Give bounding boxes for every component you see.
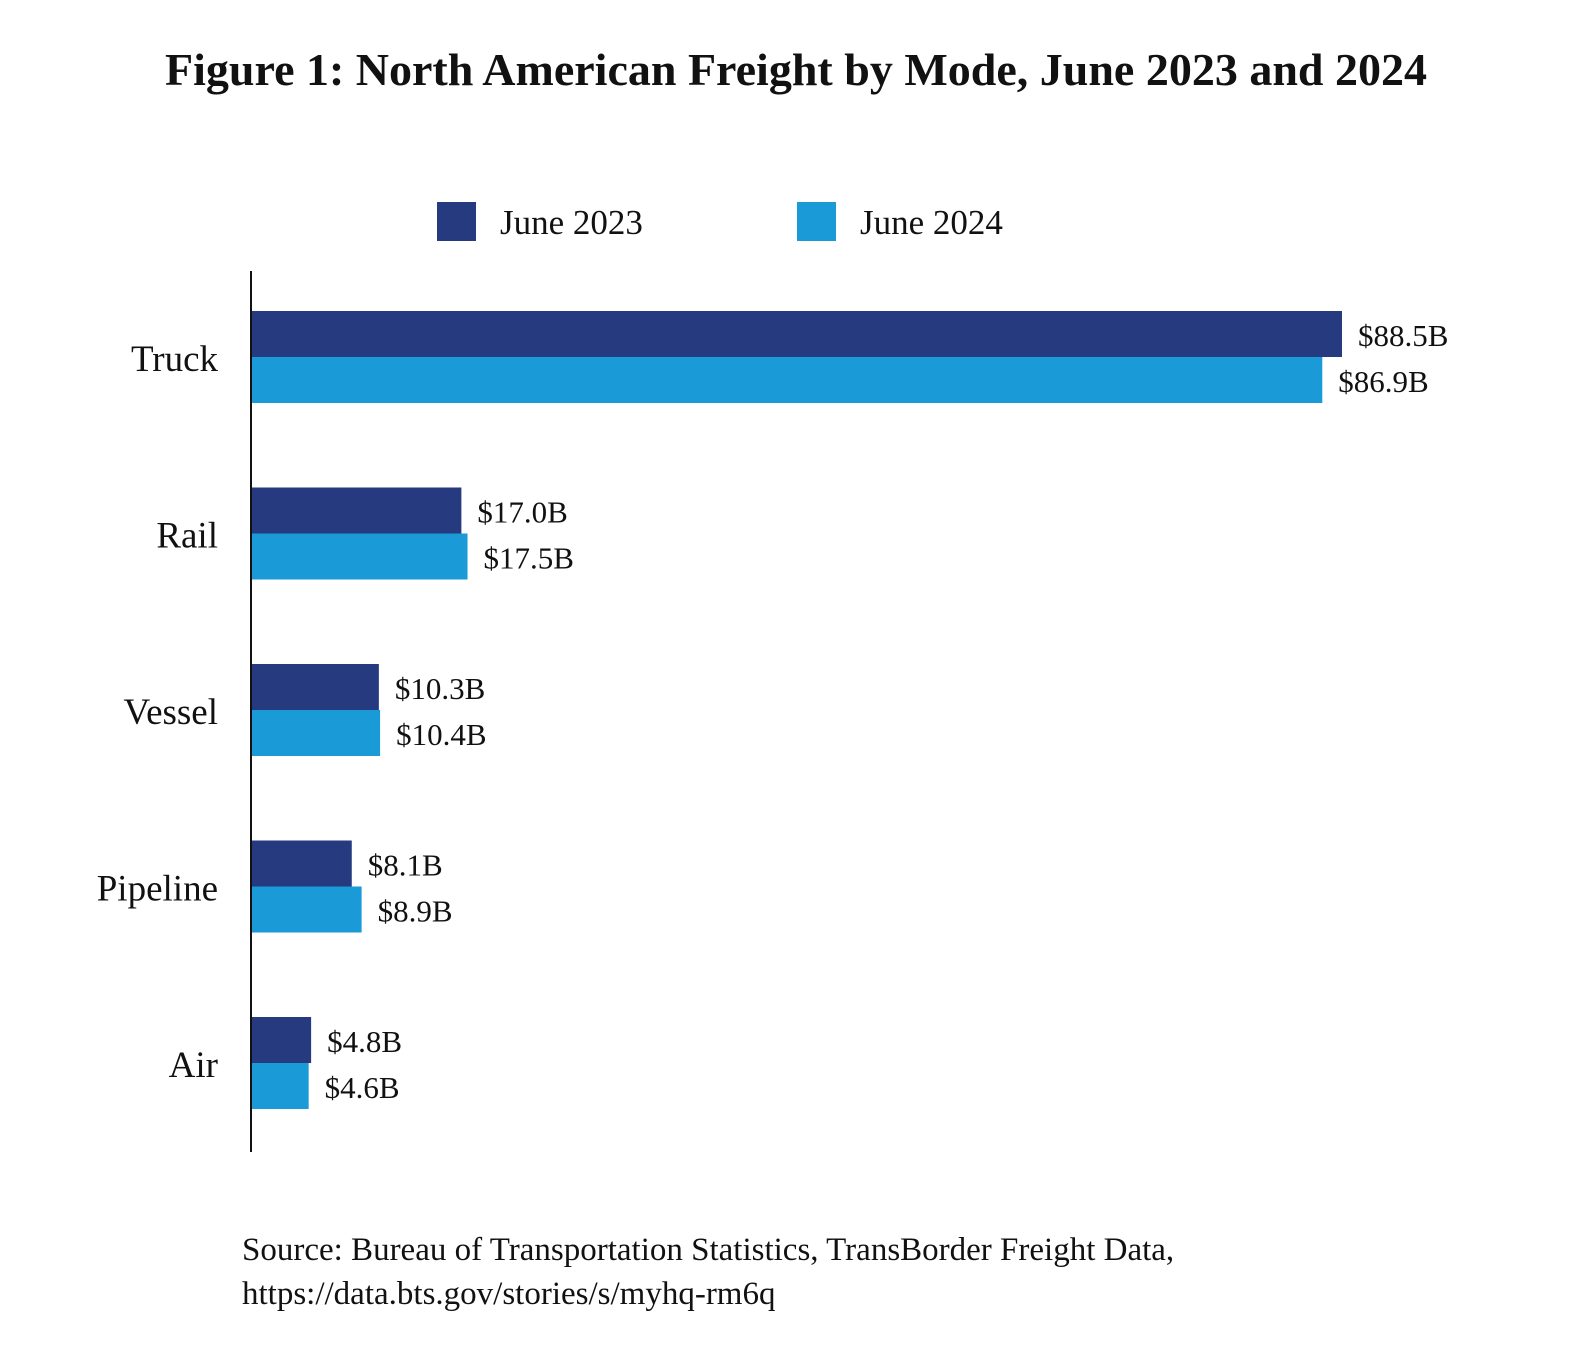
value-label-rail-june-2024: $17.5B: [484, 541, 574, 576]
value-label-pipeline-june-2023: $8.1B: [368, 848, 443, 883]
chart-title: Figure 1: North American Freight by Mode…: [165, 44, 1427, 95]
bars-group: [252, 311, 1342, 1109]
value-label-rail-june-2023: $17.0B: [477, 495, 567, 530]
source-url: https://data.bts.gov/stories/s/myhq-rm6q: [242, 1276, 776, 1312]
source-text: Source: Bureau of Transportation Statist…: [242, 1232, 1175, 1268]
source-note: Source: Bureau of Transportation Statist…: [242, 1228, 1174, 1316]
value-label-pipeline-june-2024: $8.9B: [378, 894, 453, 929]
bar-rail-june-2024: [252, 533, 468, 580]
category-labels: Truck Rail Vessel Pipeline Air: [97, 339, 219, 1086]
bar-rail-june-2023: [252, 487, 462, 534]
legend-swatch-june-2023: [437, 202, 476, 241]
legend: June 2023 June 2024: [437, 202, 1003, 242]
legend-label-june-2024: June 2024: [860, 203, 1003, 242]
value-label-vessel-june-2024: $10.4B: [396, 717, 486, 752]
category-label-air: Air: [169, 1045, 218, 1086]
legend-label-june-2023: June 2023: [500, 203, 643, 242]
bar-truck-june-2024: [252, 357, 1323, 403]
bar-vessel-june-2024: [252, 710, 381, 756]
category-label-truck: Truck: [131, 339, 219, 380]
category-label-rail: Rail: [156, 516, 218, 557]
value-labels: $88.5B $86.9B $17.0B $17.5B $10.3B $10.4B $8.1…: [325, 318, 1449, 1105]
value-label-air-june-2023: $4.8B: [327, 1024, 402, 1059]
bar-air-june-2023: [252, 1017, 312, 1063]
legend-swatch-june-2024: [797, 202, 836, 241]
value-label-truck-june-2023: $88.5B: [1358, 318, 1448, 353]
category-label-vessel: Vessel: [123, 692, 218, 733]
bar-pipeline-june-2023: [252, 840, 352, 887]
bar-air-june-2024: [252, 1063, 309, 1109]
bar-truck-june-2023: [252, 311, 1342, 357]
bar-vessel-june-2023: [252, 664, 379, 710]
value-label-truck-june-2024: $86.9B: [1338, 364, 1428, 399]
value-label-vessel-june-2023: $10.3B: [395, 671, 485, 706]
value-label-air-june-2024: $4.6B: [325, 1070, 400, 1105]
bar-pipeline-june-2024: [252, 886, 362, 933]
category-label-pipeline: Pipeline: [97, 869, 218, 910]
